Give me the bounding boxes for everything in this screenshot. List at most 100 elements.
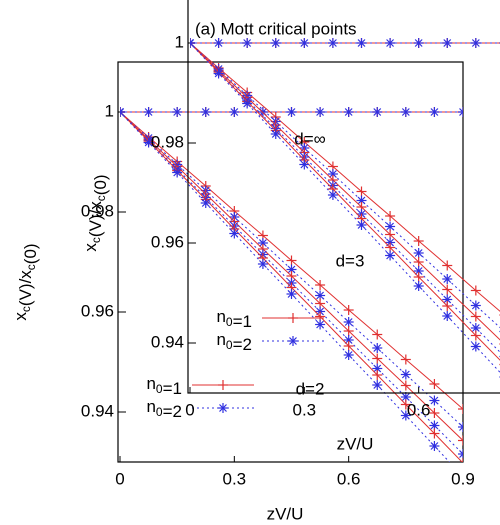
marker-stroke xyxy=(443,295,452,304)
x-tick-label: 0.3 xyxy=(223,469,247,488)
marker-stroke xyxy=(373,344,382,352)
marker-stroke xyxy=(258,260,267,268)
point xyxy=(213,68,224,79)
y-axis-label: xc(V)/xc(0) xyxy=(81,174,110,251)
marker-stroke xyxy=(344,351,353,359)
point xyxy=(270,38,281,48)
marker-stroke xyxy=(300,160,309,169)
point xyxy=(299,159,310,170)
marker-stroke xyxy=(373,108,382,116)
marker-stroke xyxy=(430,442,439,450)
annotation: d=∞ xyxy=(294,129,326,148)
point xyxy=(458,435,463,446)
point xyxy=(470,341,481,352)
y-axis-label: xc(V)/xc(0) xyxy=(11,243,40,320)
marker-stroke xyxy=(300,39,309,47)
marker-stroke xyxy=(430,421,439,430)
point xyxy=(315,107,326,117)
plot-frame xyxy=(187,0,500,394)
x-tick-label: 0.3 xyxy=(293,400,317,419)
y-tick-label: 0.94 xyxy=(81,401,114,420)
legend-label: n0=2 xyxy=(216,330,252,354)
y-tick-label: 0.98 xyxy=(151,132,184,151)
point xyxy=(413,236,424,246)
point xyxy=(343,326,354,336)
point xyxy=(200,107,211,117)
point xyxy=(400,369,411,380)
point xyxy=(172,167,183,178)
marker-stroke xyxy=(230,229,239,238)
x-tick-label: 0.6 xyxy=(407,400,431,419)
point xyxy=(442,260,453,271)
point xyxy=(429,395,440,406)
marker-stroke xyxy=(471,342,480,351)
point xyxy=(356,220,367,230)
point xyxy=(343,341,354,351)
marker-stroke xyxy=(386,251,395,260)
marker-stroke xyxy=(316,108,325,116)
y-tick-label: 1 xyxy=(105,101,114,120)
point xyxy=(372,353,383,364)
point xyxy=(470,330,481,341)
point xyxy=(229,228,240,239)
point xyxy=(400,410,411,421)
marker-stroke xyxy=(357,221,366,229)
point xyxy=(143,137,154,148)
marker-stroke xyxy=(459,426,463,431)
marker-stroke xyxy=(443,275,452,283)
plot-area xyxy=(190,38,500,378)
marker-stroke xyxy=(344,318,353,326)
chart-title: (a) Mott critical points xyxy=(195,19,357,38)
marker-stroke xyxy=(401,393,410,401)
x-axis-label: zV/U xyxy=(337,434,374,453)
y-tick-label: 0.96 xyxy=(81,301,114,320)
marker-stroke xyxy=(414,267,423,275)
marker-stroke xyxy=(144,108,153,116)
marker-stroke xyxy=(258,239,267,247)
marker-stroke xyxy=(357,196,366,205)
marker-stroke xyxy=(459,423,463,428)
marker-stroke xyxy=(214,39,223,47)
marker-stroke xyxy=(414,39,423,47)
marker-stroke xyxy=(173,168,182,177)
annotation: d=2 xyxy=(296,379,325,398)
annotation: d=3 xyxy=(336,251,365,270)
marker-stroke xyxy=(243,99,252,108)
marker-stroke xyxy=(443,312,452,320)
marker-stroke xyxy=(471,39,480,47)
point xyxy=(315,280,326,290)
marker-stroke xyxy=(120,108,124,113)
marker-stroke xyxy=(443,39,452,47)
marker-stroke xyxy=(219,404,227,412)
point xyxy=(315,319,326,330)
point xyxy=(372,329,383,340)
point xyxy=(442,311,453,321)
marker-stroke xyxy=(328,170,337,178)
point xyxy=(385,250,396,261)
legend-marker xyxy=(218,380,228,390)
point xyxy=(242,98,253,109)
point xyxy=(400,354,411,365)
point xyxy=(286,264,297,275)
legend-marker xyxy=(288,313,298,323)
point xyxy=(442,294,453,305)
point xyxy=(442,301,453,311)
marker-stroke xyxy=(328,191,337,199)
legend-label: n0=1 xyxy=(216,307,252,331)
point xyxy=(356,186,367,197)
marker-stroke xyxy=(430,396,439,405)
point xyxy=(143,107,154,117)
x-tick-label: 0.6 xyxy=(337,469,361,488)
point xyxy=(356,38,367,48)
point xyxy=(413,38,424,48)
legend-label: n0=2 xyxy=(146,397,182,421)
point xyxy=(429,428,440,439)
marker-stroke xyxy=(230,108,239,116)
marker-stroke xyxy=(459,108,463,113)
point xyxy=(343,107,354,117)
plot-area xyxy=(120,107,463,462)
marker-stroke xyxy=(471,324,480,332)
point xyxy=(343,317,354,327)
point xyxy=(257,259,268,269)
